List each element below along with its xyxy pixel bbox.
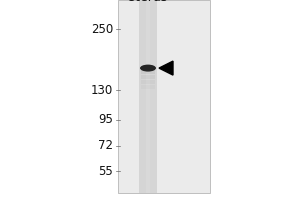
Text: 250: 250 xyxy=(91,23,113,36)
Bar xyxy=(141,75,155,79)
Text: 72: 72 xyxy=(98,139,113,152)
Bar xyxy=(141,85,155,89)
Polygon shape xyxy=(159,61,173,75)
Bar xyxy=(139,0,157,193)
Bar xyxy=(141,70,155,74)
Text: 95: 95 xyxy=(98,113,113,126)
Bar xyxy=(146,0,150,193)
Text: 55: 55 xyxy=(98,165,113,178)
Bar xyxy=(118,0,210,193)
Ellipse shape xyxy=(140,65,156,72)
Text: 130: 130 xyxy=(91,84,113,97)
Bar xyxy=(141,80,155,84)
Text: Uterus: Uterus xyxy=(128,0,169,4)
